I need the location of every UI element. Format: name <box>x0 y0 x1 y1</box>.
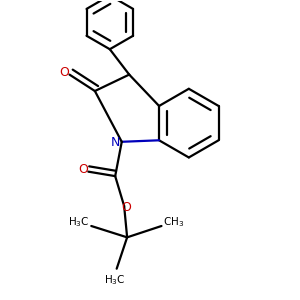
Text: H$_3$C: H$_3$C <box>68 215 90 229</box>
Text: O: O <box>78 164 88 176</box>
Text: N: N <box>111 136 121 149</box>
Text: CH$_3$: CH$_3$ <box>163 215 184 229</box>
Text: O: O <box>121 201 131 214</box>
Text: O: O <box>59 66 69 79</box>
Text: H$_3$C: H$_3$C <box>104 274 126 287</box>
